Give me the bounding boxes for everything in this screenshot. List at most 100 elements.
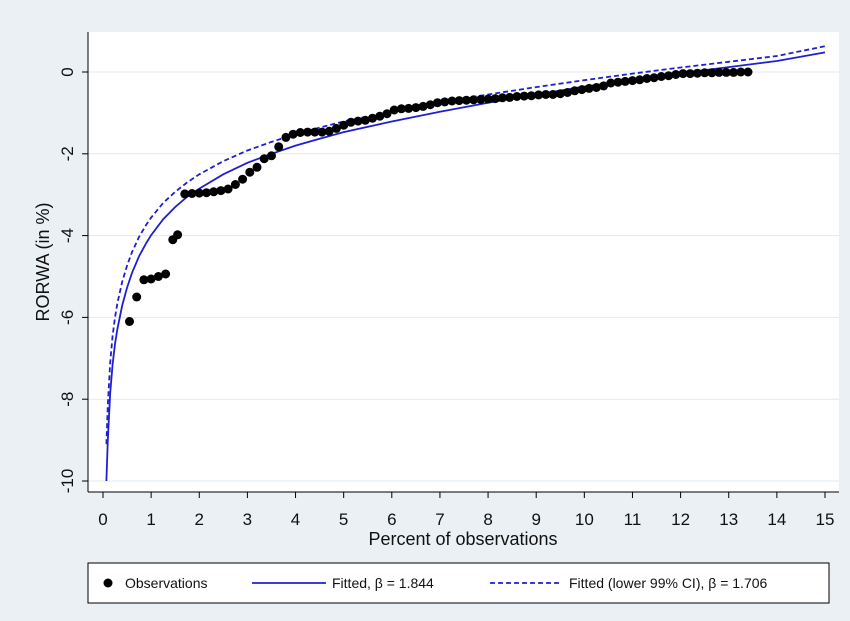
observation-point <box>353 116 363 126</box>
observation-point <box>375 111 385 121</box>
legend-label-fitted: Fitted, β = 1.844 <box>332 575 434 591</box>
observation-point <box>685 69 695 79</box>
observation-point <box>570 86 580 96</box>
observation-point <box>202 188 211 198</box>
observation-point <box>187 189 197 198</box>
x-tick-label: 2 <box>195 510 204 529</box>
x-tick-label: 4 <box>291 510 300 529</box>
observation-point <box>664 71 674 81</box>
observation-point <box>404 103 414 113</box>
observation-point <box>425 100 435 110</box>
observation-point <box>498 93 507 103</box>
observation-point <box>281 132 291 142</box>
x-tick-label: 6 <box>387 510 396 529</box>
x-tick-label: 13 <box>719 510 738 529</box>
observation-point <box>339 120 349 130</box>
observation-point <box>700 68 710 78</box>
observation-point <box>519 91 529 101</box>
plot-series <box>105 45 826 482</box>
observation-point <box>635 75 645 85</box>
x-tick-label: 7 <box>435 510 444 529</box>
observation-point <box>642 74 652 83</box>
observation-point <box>368 113 377 123</box>
y-tick-label: -8 <box>58 392 77 407</box>
x-tick-label: 12 <box>671 510 690 529</box>
legend: Observations Fitted, β = 1.844 Fitted (l… <box>87 562 830 604</box>
observation-point <box>476 94 486 104</box>
x-tick-label: 3 <box>243 510 252 529</box>
observation-point <box>743 67 753 77</box>
observation-point <box>274 142 284 152</box>
observation-point <box>382 109 392 119</box>
legend-box <box>87 562 830 604</box>
observation-point <box>447 96 457 106</box>
observation-point <box>346 117 356 127</box>
y-tick-label: -6 <box>58 310 77 325</box>
observation-point <box>180 189 190 199</box>
observation-point <box>591 83 601 92</box>
observation-point <box>526 91 536 101</box>
observation-point <box>505 92 515 102</box>
observation-point <box>125 317 134 326</box>
observation-point <box>656 72 666 81</box>
observation-point <box>628 76 637 86</box>
observation-point <box>252 162 262 172</box>
observation-point <box>132 292 142 302</box>
observation-point <box>411 103 421 113</box>
observation-point <box>714 67 724 77</box>
observation-point <box>303 127 313 137</box>
observation-point <box>692 68 702 78</box>
observation-point <box>599 81 609 91</box>
observation-point <box>490 94 500 104</box>
plot-background <box>88 32 839 492</box>
y-tick-label: -2 <box>58 146 77 161</box>
fitted-lower-ci-line <box>105 45 826 445</box>
observation-point <box>245 167 255 177</box>
observation-point <box>153 272 163 281</box>
observation-point <box>736 67 746 77</box>
observation-point <box>555 89 565 99</box>
observation-point <box>541 90 551 99</box>
y-tick-label: -4 <box>58 228 77 243</box>
observation-point <box>267 151 276 161</box>
observation-point <box>721 67 731 77</box>
observation-point <box>548 90 558 99</box>
observation-point <box>396 104 406 114</box>
observation-point <box>216 186 226 196</box>
observation-point <box>173 230 183 240</box>
observation-point <box>454 96 464 106</box>
y-axis-title: RORWA (in %) <box>33 202 53 321</box>
observation-point <box>310 127 320 137</box>
observation-point <box>418 101 428 111</box>
observation-point <box>209 187 219 197</box>
x-tick-label: 9 <box>531 510 540 529</box>
x-tick-label: 1 <box>146 510 155 529</box>
observation-point <box>194 188 204 198</box>
y-tick-label: 0 <box>58 67 77 76</box>
observation-point <box>483 94 493 104</box>
y-tick-label: -10 <box>58 469 77 494</box>
observation-point <box>433 98 442 108</box>
observation-point <box>671 70 681 79</box>
observation-point <box>707 68 717 78</box>
observation-point <box>649 73 659 83</box>
observation-point <box>613 77 623 87</box>
observation-point <box>161 269 171 279</box>
x-tick-label: 15 <box>816 510 835 529</box>
x-tick-label: 14 <box>767 510 786 529</box>
observation-point <box>259 154 269 164</box>
observation-point <box>461 95 471 105</box>
observation-point <box>295 128 305 137</box>
x-tick-label: 10 <box>575 510 594 529</box>
observation-point <box>563 88 572 97</box>
observation-point <box>678 69 688 79</box>
observation-point <box>223 184 233 194</box>
observation-point <box>512 92 522 101</box>
x-tick-label: 8 <box>483 510 492 529</box>
observation-point <box>331 123 341 133</box>
x-axis-title: Percent of observations <box>368 529 557 549</box>
observation-point <box>139 275 149 285</box>
observation-point <box>620 76 630 86</box>
observation-point <box>238 174 248 184</box>
